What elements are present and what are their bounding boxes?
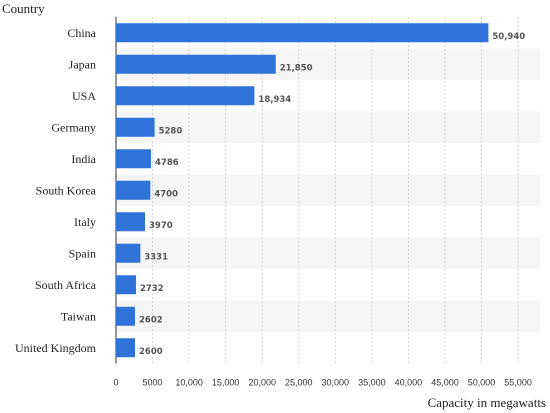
bar — [116, 86, 255, 106]
x-tick-label: 30,000 — [322, 378, 350, 388]
bar — [116, 275, 136, 295]
data-label: 18,934 — [258, 95, 291, 105]
category-labels: China Japan USA Germany India South Korea Ital… — [15, 26, 97, 355]
data-label: 2600 — [139, 347, 163, 357]
category-label: Germany — [51, 120, 96, 134]
row-band — [116, 237, 540, 269]
x-tick-label: 45,000 — [431, 378, 459, 388]
bar — [116, 212, 146, 232]
x-tick-label: 40,000 — [395, 378, 423, 388]
y-axis-title: Country — [2, 1, 45, 16]
bar — [116, 54, 276, 74]
x-tick-labels: 0 5000 10,000 15,000 20,000 25,000 30,000 35,00… — [113, 378, 531, 388]
category-label: Taiwan — [61, 309, 96, 323]
bar — [116, 306, 136, 326]
category-label: China — [67, 26, 96, 40]
row-band — [116, 111, 540, 143]
data-label: 50,940 — [492, 32, 525, 42]
data-label: 4700 — [154, 189, 178, 199]
x-tick-label: 50,000 — [468, 378, 496, 388]
category-label: South Africa — [35, 278, 97, 292]
category-label: United Kingdom — [15, 341, 97, 355]
x-tick-label: 55,000 — [504, 378, 532, 388]
data-label: 2602 — [139, 315, 163, 325]
x-tick-label: 15,000 — [212, 378, 240, 388]
category-label: USA — [72, 89, 96, 103]
x-tick-label: 20,000 — [248, 378, 276, 388]
category-label: Italy — [74, 215, 96, 229]
data-label: 3970 — [149, 221, 173, 231]
data-labels: 50,940 21,850 18,934 5280 4786 4700 3970 3331 27… — [139, 32, 525, 357]
category-label: Spain — [69, 246, 96, 260]
bar — [116, 243, 141, 263]
bars — [116, 23, 489, 358]
grid-lines — [152, 17, 519, 364]
x-axis-title: Capacity in megawatts — [428, 395, 546, 410]
bar — [116, 23, 489, 43]
bar — [116, 180, 151, 200]
x-tick-label: 10,000 — [175, 378, 203, 388]
row-band — [116, 300, 540, 332]
row-bands — [116, 48, 540, 332]
x-tick-label: 0 — [113, 378, 118, 388]
data-label: 3331 — [144, 252, 168, 262]
bar — [116, 338, 136, 358]
row-band — [116, 174, 540, 206]
category-label: India — [71, 152, 96, 166]
data-label: 21,850 — [280, 63, 313, 73]
data-label: 5280 — [159, 126, 183, 136]
category-label: South Korea — [36, 183, 97, 197]
data-label: 4786 — [155, 158, 179, 168]
data-label: 2732 — [140, 284, 164, 294]
x-tick-label: 25,000 — [285, 378, 313, 388]
x-tick-label: 35,000 — [358, 378, 386, 388]
bar — [116, 117, 155, 137]
category-label: Japan — [69, 57, 96, 71]
x-tick-label: 5000 — [143, 378, 163, 388]
bar — [116, 149, 151, 169]
